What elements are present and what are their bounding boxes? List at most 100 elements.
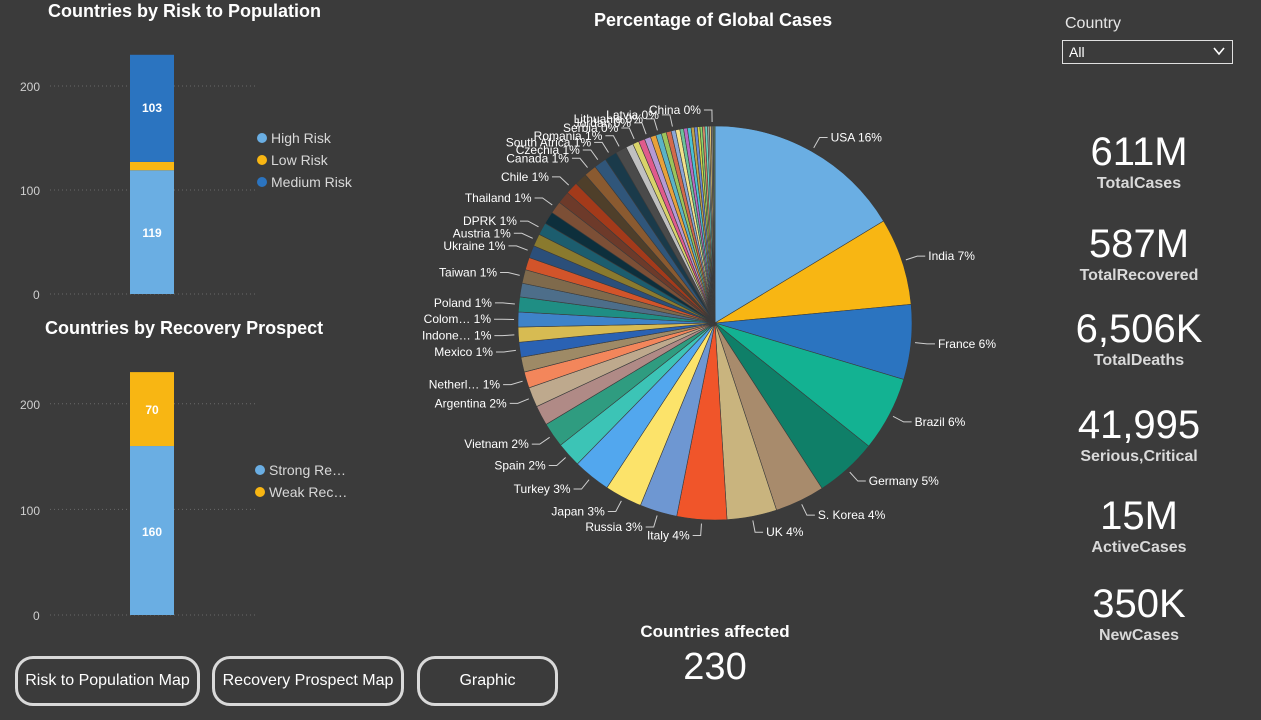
pie-slice-label: South Africa 1% bbox=[506, 135, 592, 149]
bar-segment[interactable] bbox=[130, 54, 174, 162]
kpi-new-cases: 350K NewCases bbox=[1049, 582, 1229, 645]
kpi-value: 6,506K bbox=[1075, 307, 1203, 351]
country-slicer-value: All bbox=[1069, 44, 1085, 60]
pie-leader-line bbox=[605, 135, 620, 147]
pie-slice[interactable] bbox=[714, 125, 884, 324]
pie-leader-line bbox=[661, 114, 673, 127]
legend-dot bbox=[257, 177, 267, 187]
pie-slice-label: Spain 2% bbox=[494, 459, 546, 473]
kpi-label: ActiveCases bbox=[1091, 539, 1187, 556]
legend-item-high-risk[interactable]: High Risk bbox=[257, 130, 352, 146]
pie-leader-line bbox=[646, 118, 658, 131]
pie-leader-line bbox=[582, 149, 599, 160]
recovery-bar-label-weak: 70 bbox=[145, 403, 159, 417]
pie-slice-label: Taiwan 1% bbox=[439, 266, 497, 280]
risk-chart-title: Countries by Risk to Population bbox=[48, 1, 322, 21]
pie-slice-label: USA 16% bbox=[831, 130, 883, 144]
pie-chart-title: Percentage of Global Cases bbox=[594, 10, 833, 30]
pie-slice-label: Mexico 1% bbox=[434, 345, 493, 359]
pie-slice-label: Italy 4% bbox=[647, 529, 690, 543]
pie-leader-line bbox=[534, 197, 553, 206]
pie-slice-label: Austria 1% bbox=[453, 226, 511, 240]
pie-leader-line bbox=[494, 302, 515, 305]
pie-leader-line bbox=[531, 436, 550, 445]
bar-segment[interactable] bbox=[130, 161, 174, 171]
bar-segment[interactable] bbox=[130, 170, 174, 294]
pie-slice-label: Russia 3% bbox=[585, 520, 643, 534]
risk-ytick-200: 200 bbox=[20, 80, 41, 94]
pie-leader-line bbox=[752, 520, 764, 533]
legend-label: Medium Risk bbox=[271, 174, 352, 190]
kpi-value: 587M bbox=[1088, 222, 1190, 266]
pie-slice-label: Canada 1% bbox=[506, 151, 569, 165]
pie-slice-label: Latvia 0% bbox=[606, 108, 659, 122]
pie-leader-line bbox=[571, 157, 588, 168]
legend-dot bbox=[255, 465, 265, 475]
bar-segment[interactable] bbox=[130, 372, 174, 447]
pie-slice-label: UK 4% bbox=[766, 525, 804, 539]
countries-affected-label: Countries affected bbox=[640, 622, 790, 641]
pie-chart: USA 16% India 7% France 6% Brazil 6% Germany… bbox=[422, 103, 996, 543]
legend-item-low-risk[interactable]: Low Risk bbox=[257, 152, 352, 168]
pie-leader-line bbox=[813, 136, 828, 149]
pie-leader-line bbox=[621, 127, 635, 140]
country-slicer-dropdown[interactable]: All bbox=[1062, 40, 1233, 64]
legend-dot bbox=[257, 133, 267, 143]
country-slicer-label: Country bbox=[1065, 15, 1122, 32]
risk-bar-label-medium: 103 bbox=[141, 101, 163, 115]
pie-leader-line bbox=[645, 515, 658, 528]
pie-slice-label: DPRK 1% bbox=[463, 214, 517, 228]
pie-leader-line bbox=[801, 504, 815, 516]
recovery-bar-label-strong: 160 bbox=[141, 525, 163, 539]
kpi-label: TotalDeaths bbox=[1093, 352, 1185, 369]
kpi-total-deaths: 6,506K TotalDeaths bbox=[1049, 307, 1229, 370]
recovery-chart-title: Countries by Recovery Prospect bbox=[45, 318, 324, 338]
risk-bar-label-high: 119 bbox=[142, 226, 162, 240]
pie-leader-line bbox=[573, 479, 590, 490]
recovery-prospect-map-button[interactable]: Recovery Prospect Map bbox=[212, 656, 404, 706]
bar-segment[interactable] bbox=[130, 446, 174, 615]
legend-item-medium-risk[interactable]: Medium Risk bbox=[257, 174, 352, 190]
pie-leader-line bbox=[503, 380, 523, 386]
kpi-value: 611M bbox=[1090, 130, 1188, 174]
kpi-label: NewCases bbox=[1098, 627, 1180, 644]
pie-slice-label: Czechia 1% bbox=[516, 143, 580, 157]
legend-item-weak-recovery[interactable]: Weak Rec… bbox=[255, 484, 347, 500]
risk-to-population-map-button[interactable]: Risk to Population Map bbox=[15, 656, 200, 706]
legend-item-strong-recovery[interactable]: Strong Re… bbox=[255, 462, 347, 478]
legend-label: High Risk bbox=[271, 130, 331, 146]
pie-leader-line bbox=[892, 415, 912, 423]
kpi-serious-critical: 41,995 Serious,Critical bbox=[1049, 403, 1229, 466]
legend-label: Weak Rec… bbox=[269, 484, 348, 500]
pie-slice-label: Chile 1% bbox=[501, 170, 549, 184]
pie-slice-label: Germany 5% bbox=[869, 474, 939, 488]
kpi-total-cases: 611M TotalCases bbox=[1049, 130, 1229, 193]
pie-slice-label: Indone… 1% bbox=[422, 329, 492, 343]
graphic-button[interactable]: Graphic bbox=[417, 656, 558, 706]
kpi-total-recovered: 587M TotalRecovered bbox=[1049, 222, 1229, 285]
pie-slice-label: Colom… 1% bbox=[424, 312, 492, 326]
pie-slice-label: China 0% bbox=[649, 103, 701, 117]
pie-leader-line bbox=[692, 523, 702, 537]
pie-leader-line bbox=[494, 334, 515, 337]
pie-leader-line bbox=[519, 220, 539, 228]
pie-slice-label: Romania 1% bbox=[534, 129, 603, 143]
pie-slice[interactable] bbox=[712, 125, 716, 324]
kpi-value: 350K bbox=[1092, 582, 1186, 626]
pie-leader-line bbox=[607, 500, 622, 512]
pie-leader-line bbox=[548, 457, 566, 467]
pie-leader-line bbox=[500, 272, 520, 276]
risk-ytick-0: 0 bbox=[33, 288, 40, 302]
pie-leader-line bbox=[508, 245, 528, 251]
pie-leader-line bbox=[703, 109, 713, 123]
kpi-value: 15M bbox=[1100, 494, 1178, 538]
pie-slice-label: India 7% bbox=[928, 249, 975, 263]
pie-leader-line bbox=[551, 176, 570, 186]
chevron-down-icon bbox=[1212, 44, 1226, 61]
legend-label: Low Risk bbox=[271, 152, 328, 168]
recovery-legend: Strong Re… Weak Rec… bbox=[255, 462, 347, 500]
pie-slice-label: Poland 1% bbox=[434, 296, 492, 310]
pie-leader-line bbox=[914, 342, 935, 345]
kpi-label: TotalCases bbox=[1096, 175, 1182, 192]
pie-slice-label: Thailand 1% bbox=[465, 191, 532, 205]
